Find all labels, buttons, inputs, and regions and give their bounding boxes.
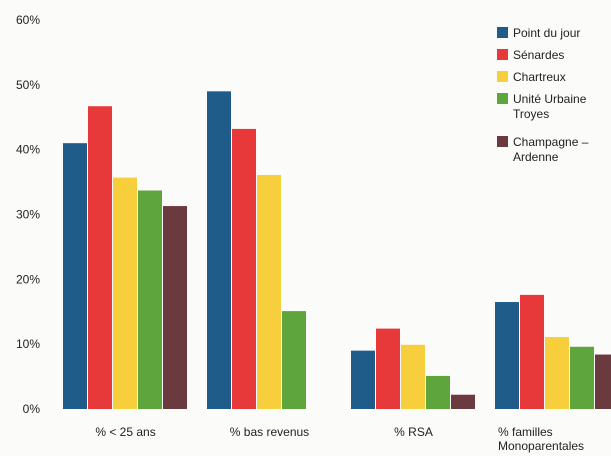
- axes: 0% 10% 20% 30% 40% 50% 60%: [16, 13, 40, 416]
- y-tick-label: 10%: [16, 337, 40, 351]
- category-label: % bas revenus: [230, 425, 309, 439]
- bar-series-4-cat-2: [282, 311, 306, 409]
- legend: Point du jour Sénardes Chartreux Unité Urba…: [497, 26, 589, 164]
- legend-swatch: [497, 27, 508, 38]
- bars: [63, 91, 611, 410]
- bar-series-4-cat-1: [138, 190, 162, 409]
- legend-swatch: [497, 93, 508, 104]
- bar-series-2-cat-2: [232, 128, 256, 410]
- legend-swatch: [497, 49, 508, 60]
- bar-series-3-cat-4: [545, 337, 569, 409]
- y-tick-label: 40%: [16, 143, 40, 157]
- bar-series-4-cat-4: [570, 346, 594, 409]
- bar-series-5-cat-3: [451, 394, 475, 409]
- category-label: Monoparentales: [498, 439, 584, 453]
- category-label: % < 25 ans: [95, 425, 155, 439]
- category-label: % RSA: [394, 425, 433, 439]
- y-tick-label: 0%: [23, 402, 41, 416]
- y-tick-label: 20%: [16, 272, 40, 286]
- legend-label: Troyes: [513, 107, 549, 121]
- bar-series-1-cat-1: [63, 143, 87, 409]
- bar-series-3-cat-1: [113, 177, 137, 409]
- legend-swatch: [497, 136, 508, 147]
- bar-series-5-cat-4: [595, 354, 611, 409]
- bar-series-5-cat-1: [163, 206, 187, 409]
- bar-series-1-cat-4: [495, 302, 519, 409]
- legend-label: Champagne –: [513, 135, 589, 149]
- y-tick-label: 50%: [16, 78, 40, 92]
- bar-series-3-cat-2: [257, 174, 281, 409]
- bar-series-1-cat-2: [207, 91, 231, 410]
- bar-series-4-cat-3: [426, 375, 450, 409]
- legend-label: Ardenne: [513, 150, 559, 164]
- legend-swatch: [497, 71, 508, 82]
- legend-label: Point du jour: [513, 26, 580, 40]
- bar-series-3-cat-3: [401, 344, 425, 409]
- legend-label: Sénardes: [513, 48, 564, 62]
- category-label: % familles: [498, 425, 553, 439]
- bar-series-2-cat-1: [88, 106, 112, 409]
- legend-label: Unité Urbaine: [513, 92, 587, 106]
- y-tick-label: 30%: [16, 208, 40, 222]
- bar-series-1-cat-3: [351, 350, 375, 409]
- category-labels: % < 25 ans % bas revenus % RSA % famillesMo…: [95, 425, 584, 453]
- legend-label: Chartreux: [513, 70, 566, 84]
- bar-series-2-cat-4: [520, 294, 544, 409]
- y-tick-label: 60%: [16, 13, 40, 27]
- bar-series-2-cat-3: [376, 328, 400, 409]
